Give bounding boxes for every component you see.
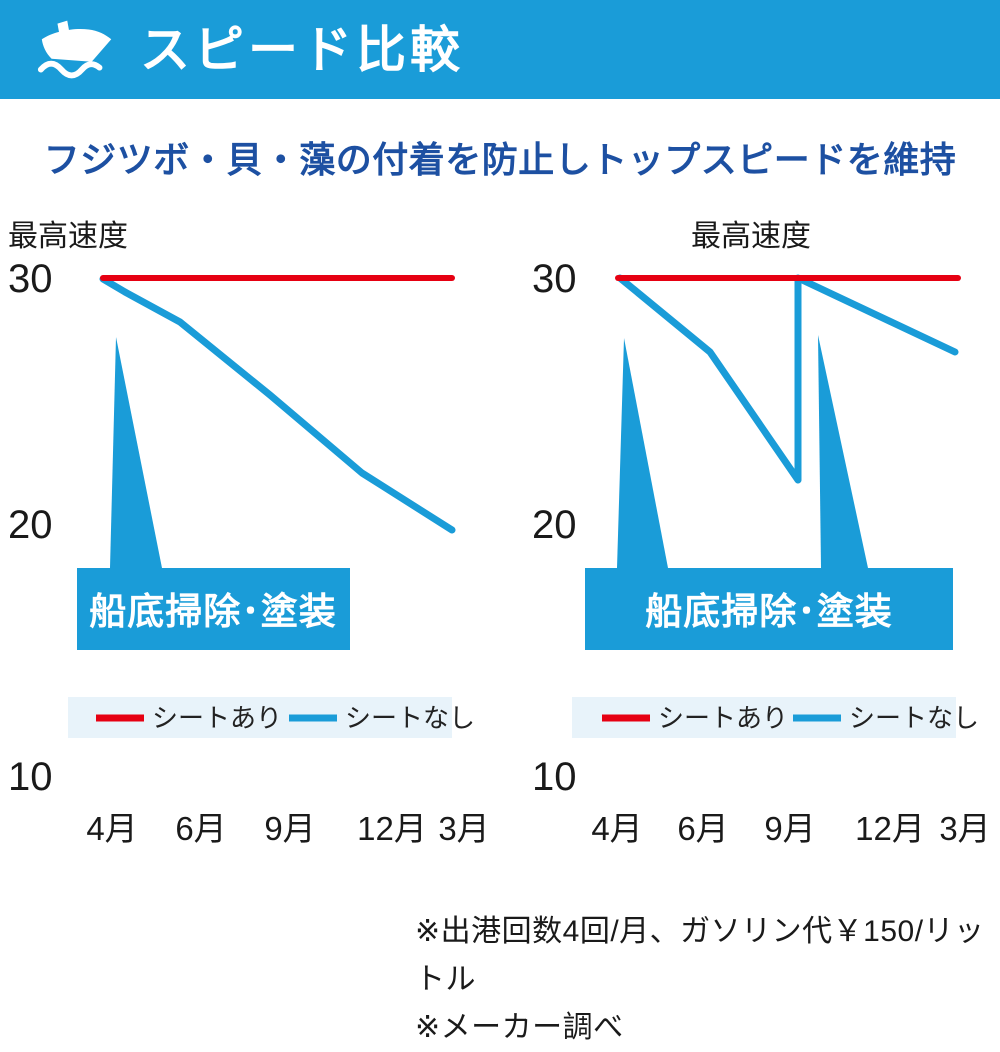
xtick-dec: 12月 bbox=[357, 810, 427, 847]
callout-arrow bbox=[110, 337, 162, 568]
axis-title: 最高速度 bbox=[8, 220, 128, 253]
ytick-20: 20 bbox=[8, 503, 53, 547]
ytick-20: 20 bbox=[532, 503, 577, 547]
ytick-30: 30 bbox=[532, 257, 577, 301]
footnote-conditions: ※出港回数4回/月、ガソリン代￥150/リットル bbox=[415, 915, 985, 996]
legend-label-sheet: シートあり bbox=[658, 703, 788, 733]
callout-box bbox=[585, 568, 953, 650]
callout-box bbox=[77, 568, 350, 650]
series-line-no-sheet bbox=[616, 274, 959, 484]
footnotes: ※出港回数4回/月、ガソリン代￥150/リットル ※メーカー調べ bbox=[415, 908, 1000, 1052]
page-title: スピード比較 bbox=[140, 21, 464, 78]
xtick-mar: 3月 bbox=[939, 810, 990, 847]
header-bar: スピード比較 bbox=[0, 0, 1000, 99]
footnote-source: ※メーカー調べ bbox=[415, 1011, 624, 1044]
callout-arrow bbox=[818, 335, 868, 568]
xtick-dec: 12月 bbox=[855, 810, 925, 847]
xtick-apr: 4月 bbox=[591, 810, 642, 847]
legend-label-nosheet: シートなし bbox=[345, 703, 475, 733]
ytick-30: 30 bbox=[8, 257, 53, 301]
boat-icon bbox=[37, 20, 112, 78]
xtick-sep: 9月 bbox=[764, 810, 815, 847]
ytick-10: 10 bbox=[8, 755, 53, 799]
legend-label-sheet: シートあり bbox=[152, 703, 282, 733]
xtick-jun: 6月 bbox=[677, 810, 728, 847]
series-line-no-sheet bbox=[99, 275, 456, 534]
legend-label-nosheet: シートなし bbox=[849, 703, 979, 733]
callout-label: 船底掃除･塗装 bbox=[89, 590, 337, 632]
axis-title: 最高速度 bbox=[691, 220, 811, 253]
chart-panel-left: 最高速度 30 20 10 船底掃除･塗装 シートあり シートなし 4月 6月 … bbox=[8, 220, 490, 847]
chart-panel-right: 最高速度 30 20 10 船底掃除･塗装 シートあり シートなし 4月 6月 … bbox=[532, 220, 991, 847]
line-layer bbox=[615, 274, 961, 568]
xtick-jun: 6月 bbox=[175, 810, 226, 847]
ytick-10: 10 bbox=[532, 755, 577, 799]
xtick-mar: 3月 bbox=[438, 810, 489, 847]
xtick-sep: 9月 bbox=[264, 810, 315, 847]
callout-arrow bbox=[617, 338, 668, 568]
callout-label: 船底掃除･塗装 bbox=[645, 590, 893, 632]
xtick-apr: 4月 bbox=[86, 810, 137, 847]
line-layer bbox=[99, 275, 456, 568]
subtitle: フジツボ・貝・藻の付着を防止しトップスピードを維持 bbox=[43, 139, 957, 180]
